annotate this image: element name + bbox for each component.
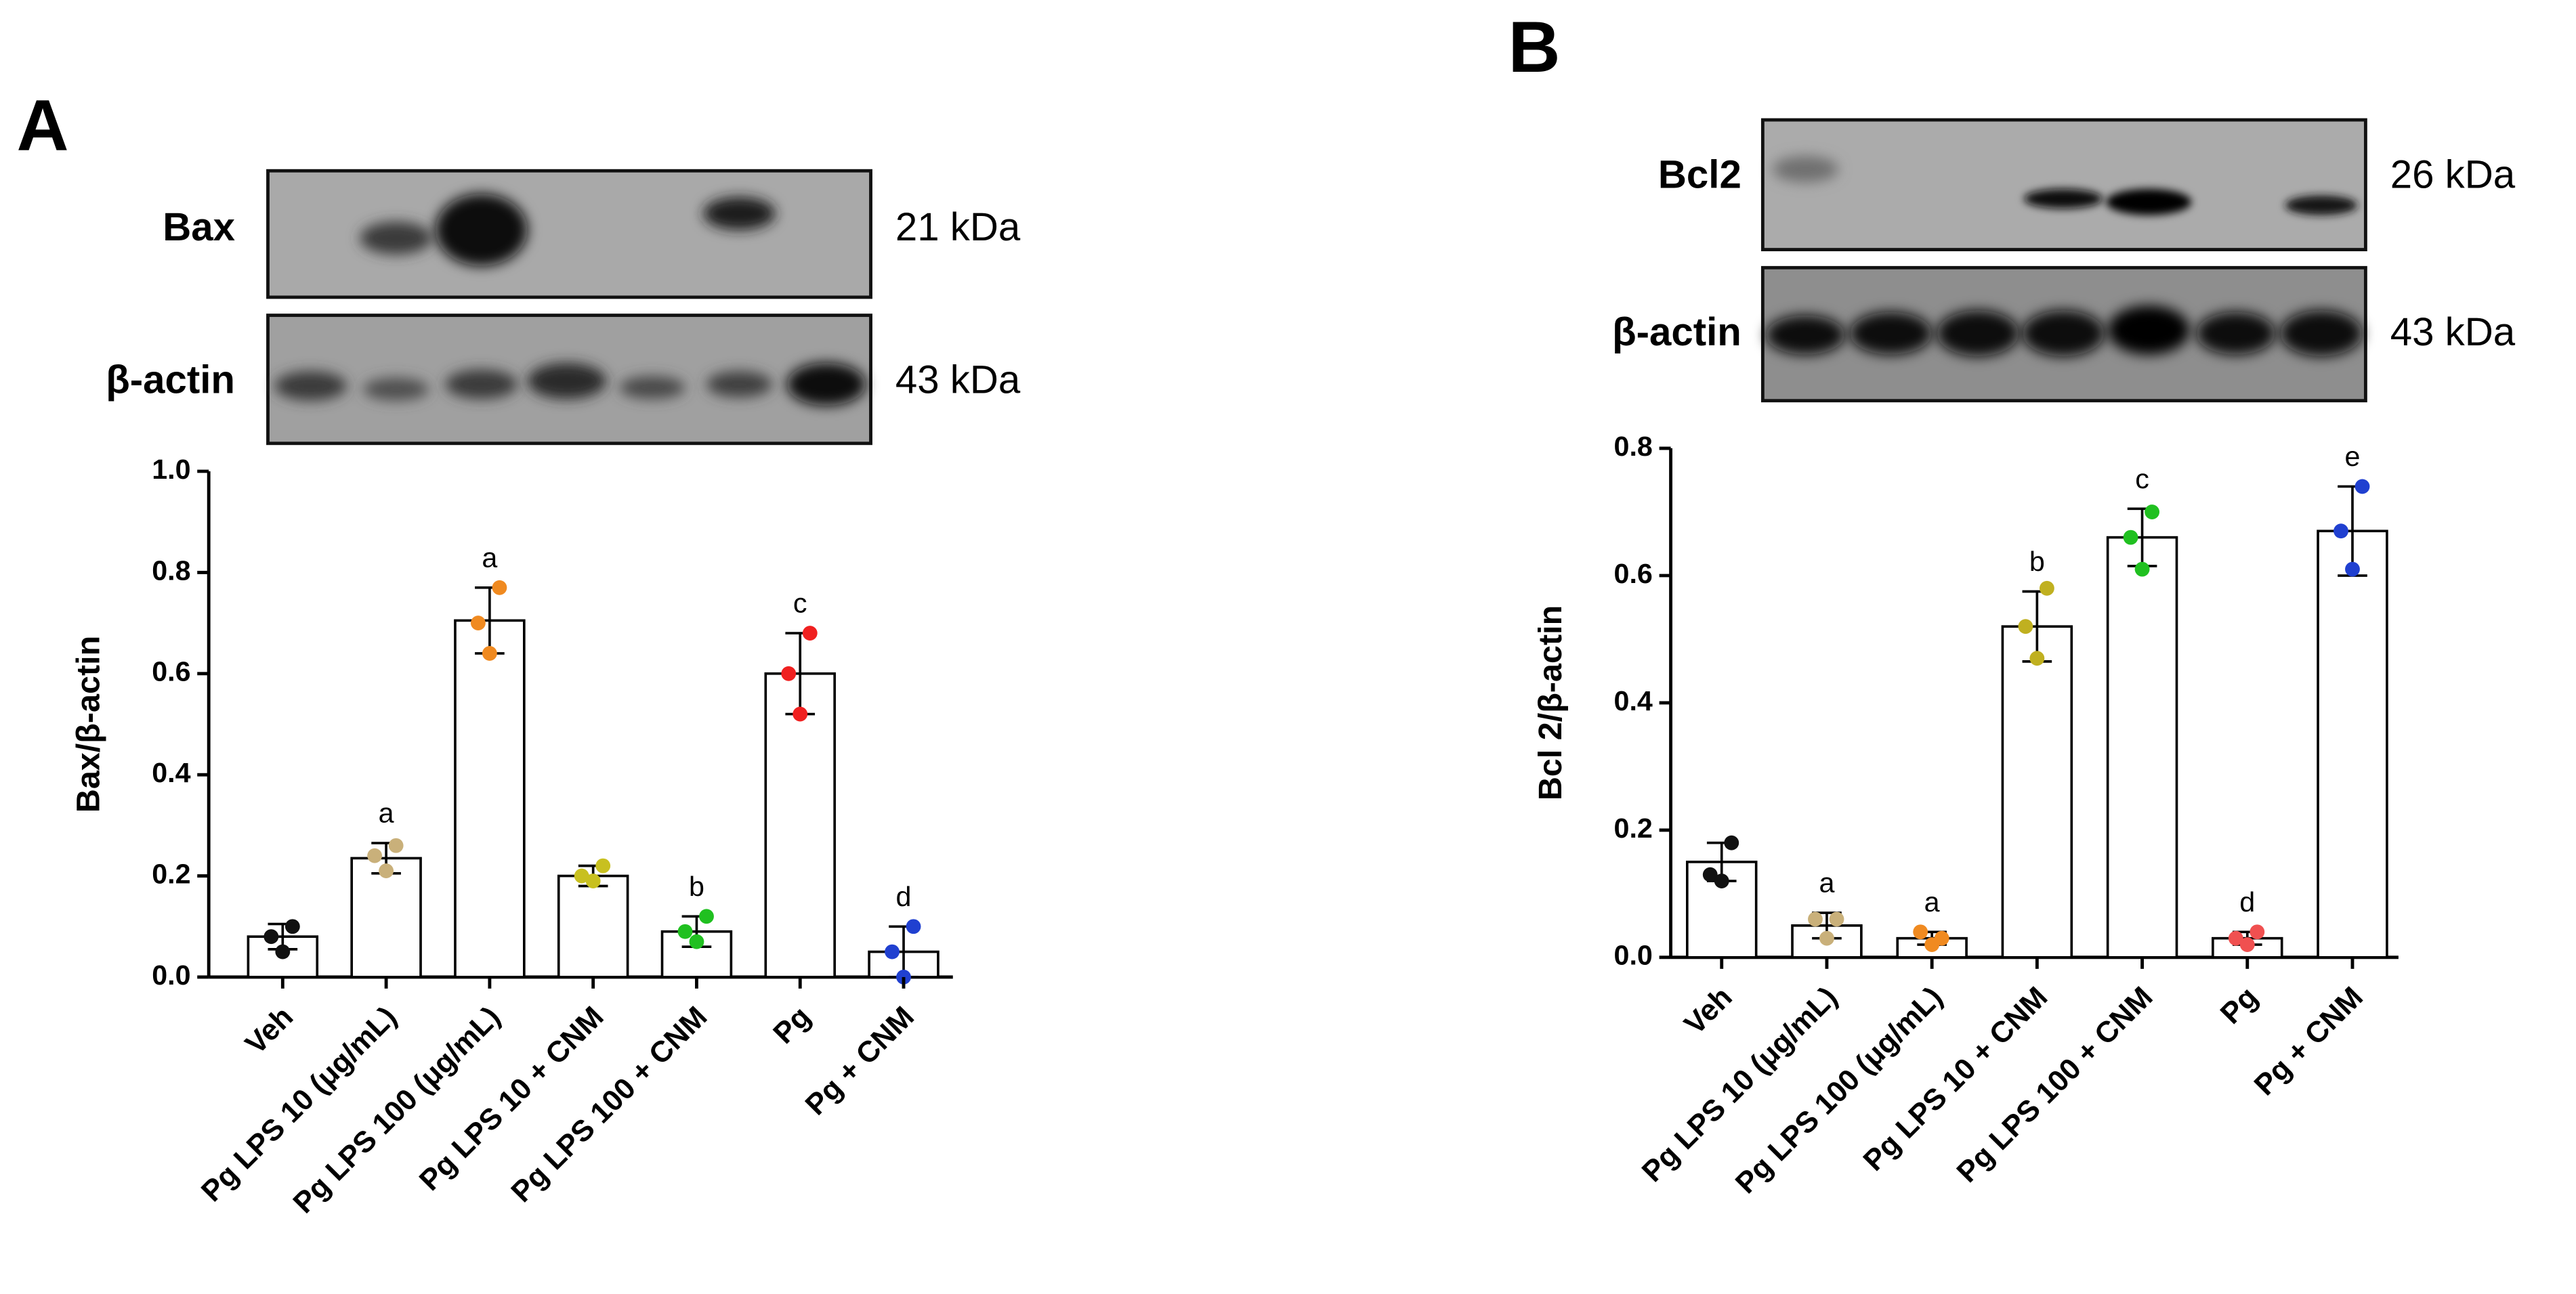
bar: [2001, 625, 2073, 959]
blot-b-actin: [1760, 265, 2367, 403]
data-point: [2029, 651, 2045, 666]
x-tick-label: Pg + CNM: [799, 1000, 921, 1122]
blot-a-bax: [266, 169, 872, 299]
blot-b-bcl2: [1760, 118, 2367, 252]
data-point: [1808, 911, 1823, 927]
data-point: [1913, 924, 1928, 940]
significance-letter: e: [2345, 441, 2361, 472]
significance-letter: d: [896, 881, 912, 912]
blot-a-actin: [266, 314, 872, 446]
data-point: [2355, 479, 2370, 494]
data-point: [585, 874, 601, 888]
data-point: [492, 580, 507, 595]
data-point: [2228, 930, 2243, 946]
data-point: [781, 666, 797, 681]
data-point: [367, 848, 383, 863]
data-point: [1702, 867, 1718, 882]
significance-letter: d: [2239, 886, 2255, 918]
y-axis-label: Bcl 2/β-actin: [1532, 605, 1569, 800]
y-tick-label: 0.6: [152, 656, 190, 687]
data-point: [1724, 835, 1739, 850]
data-point: [263, 929, 279, 945]
panel-label: B: [1508, 6, 1560, 87]
data-point: [2250, 924, 2265, 940]
blot-protein: β-actin: [106, 358, 235, 402]
data-point: [1829, 911, 1844, 927]
x-tick-label: Pg: [767, 1000, 817, 1050]
y-tick-label: 0.4: [152, 757, 190, 788]
data-point: [482, 645, 497, 661]
data-point: [595, 858, 611, 874]
data-point: [388, 838, 404, 853]
y-tick-label: 0.0: [1614, 940, 1653, 971]
blot-size: 21 kDa: [895, 205, 1021, 249]
data-point: [574, 868, 589, 884]
bar: [2317, 530, 2388, 959]
x-tick-label: Pg LPS 100 + CNM: [1950, 980, 2159, 1189]
y-tick-label: 1.0: [152, 454, 190, 485]
data-point: [1714, 874, 1729, 888]
bar: [557, 874, 629, 978]
y-tick-label: 0.2: [1614, 813, 1653, 844]
data-point: [2145, 504, 2160, 519]
data-point: [793, 706, 808, 722]
data-point: [379, 863, 394, 879]
x-tick-label: Pg LPS 100 + CNM: [505, 1000, 713, 1209]
blot-size: 43 kDa: [2390, 310, 2516, 354]
data-point: [2239, 937, 2255, 952]
data-point: [1924, 937, 1940, 952]
y-tick-label: 0.8: [1614, 431, 1653, 462]
data-point: [689, 934, 704, 949]
data-point: [2134, 561, 2150, 577]
blot-size: 26 kDa: [2390, 152, 2516, 196]
blot-protein: Bcl2: [1658, 152, 1741, 196]
y-tick-label: 0.6: [1614, 558, 1653, 589]
x-tick-label: Pg LPS 100 (μg/mL): [287, 1000, 506, 1220]
significance-letter: b: [2029, 546, 2045, 577]
data-point: [699, 909, 714, 924]
bar: [764, 672, 836, 978]
y-tick-label: 0.2: [152, 858, 190, 889]
significance-letter: a: [379, 798, 394, 829]
blot-protein: β-actin: [1612, 310, 1741, 354]
x-tick-label: Pg LPS 10 + CNM: [413, 1000, 610, 1197]
significance-letter: c: [2135, 463, 2149, 494]
data-point: [1819, 930, 1834, 946]
significance-letter: a: [1819, 867, 1834, 899]
data-point: [2039, 580, 2054, 596]
data-point: [677, 924, 693, 939]
x-tick-label: Pg LPS 10 (μg/mL): [195, 1000, 403, 1208]
bar: [2106, 536, 2178, 959]
x-tick-label: Pg LPS 10 + CNM: [1857, 980, 2054, 1178]
y-tick-label: 0.0: [152, 959, 190, 991]
y-tick-label: 0.4: [1614, 685, 1653, 716]
blot-size: 43 kDa: [895, 358, 1021, 402]
y-tick-label: 0.8: [152, 555, 190, 586]
significance-letter: b: [689, 871, 704, 902]
x-tick-label: Pg LPS 10 (μg/mL): [1636, 980, 1844, 1188]
data-point: [275, 944, 291, 959]
bar: [454, 619, 526, 978]
y-axis-label: Bax/β-actin: [70, 636, 106, 813]
data-point: [2018, 619, 2033, 634]
x-tick-label: Veh: [1678, 980, 1739, 1041]
x-tick-label: Pg: [2214, 980, 2264, 1031]
significance-letter: c: [793, 588, 807, 619]
data-point: [470, 616, 486, 631]
x-tick-label: Pg LPS 100 (μg/mL): [1729, 980, 1949, 1200]
x-tick-label: Pg + CNM: [2247, 980, 2369, 1102]
data-point: [802, 626, 818, 641]
panel-label: A: [16, 85, 68, 166]
data-point: [885, 944, 900, 959]
data-point: [2345, 561, 2360, 577]
blot-protein: Bax: [163, 205, 235, 249]
data-point: [2123, 530, 2138, 545]
data-point: [2334, 523, 2348, 539]
data-point: [906, 919, 921, 934]
x-tick-label: Veh: [239, 1000, 300, 1061]
significance-letter: a: [1924, 886, 1940, 918]
significance-letter: a: [482, 542, 497, 573]
data-point: [284, 919, 300, 934]
